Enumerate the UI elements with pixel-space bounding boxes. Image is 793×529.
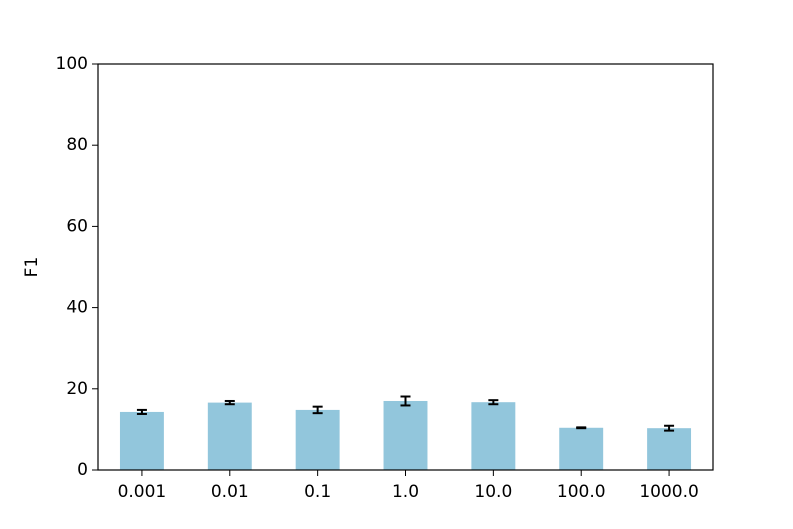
bar: [383, 400, 428, 470]
error-bar: [224, 399, 235, 406]
y-tick-label: 80: [66, 135, 88, 155]
x-tick-label: 0.1: [304, 482, 331, 502]
error-bar: [664, 424, 675, 432]
x-tick-label: 10.0: [474, 482, 512, 502]
error-bar: [576, 426, 587, 430]
x-tick-label: 100.0: [557, 482, 606, 502]
bar: [295, 409, 340, 470]
y-tick-label: 40: [66, 298, 88, 318]
y-axis-label: F1: [22, 257, 42, 278]
bar: [559, 427, 604, 470]
error-bar: [400, 395, 411, 407]
x-tick-label: 1.0: [392, 482, 419, 502]
bar: [207, 402, 252, 470]
bar: [119, 411, 164, 470]
x-tick-label: 0.01: [211, 482, 249, 502]
y-tick-label: 20: [66, 379, 88, 399]
x-tick-label: 1000.0: [639, 482, 698, 502]
y-tick-label: 100: [56, 54, 88, 74]
bar: [647, 428, 692, 470]
bar: [471, 402, 516, 470]
plot-frame: [97, 63, 714, 471]
error-bar: [312, 405, 323, 415]
error-bar: [136, 408, 147, 415]
error-bar: [488, 399, 499, 406]
x-tick-label: 0.001: [118, 482, 167, 502]
y-tick-label: 0: [77, 460, 88, 480]
y-tick-label: 60: [66, 216, 88, 236]
